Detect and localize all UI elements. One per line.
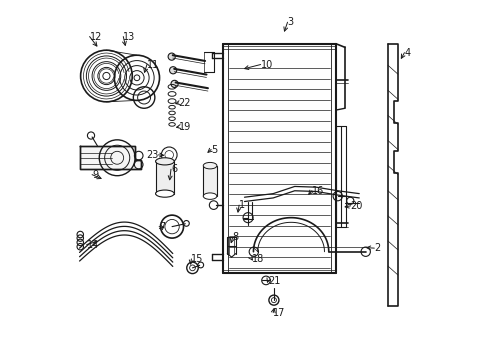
Text: 16: 16 — [311, 186, 324, 196]
Text: 20: 20 — [350, 201, 362, 211]
Ellipse shape — [203, 193, 217, 199]
Text: 5: 5 — [211, 144, 217, 154]
Text: 12: 12 — [89, 32, 102, 41]
Text: 10: 10 — [260, 59, 272, 69]
Text: 6: 6 — [171, 164, 177, 174]
Bar — [155, 161, 174, 194]
Text: 23: 23 — [146, 150, 158, 160]
Text: 22: 22 — [178, 98, 191, 108]
Text: 17: 17 — [273, 308, 285, 318]
Polygon shape — [80, 146, 140, 169]
Circle shape — [168, 53, 175, 60]
Text: 14: 14 — [86, 239, 99, 249]
Text: 15: 15 — [191, 254, 203, 264]
Ellipse shape — [155, 158, 174, 165]
Text: 7: 7 — [159, 222, 165, 231]
Text: 19: 19 — [178, 122, 190, 132]
Text: 1: 1 — [239, 200, 245, 210]
Text: 8: 8 — [232, 232, 238, 242]
Text: 13: 13 — [123, 32, 135, 41]
Text: 4: 4 — [404, 48, 410, 58]
Text: 18: 18 — [251, 254, 264, 264]
Ellipse shape — [155, 190, 174, 197]
Text: 21: 21 — [267, 276, 280, 286]
Ellipse shape — [203, 162, 217, 169]
Text: 11: 11 — [147, 59, 159, 69]
Text: 2: 2 — [373, 243, 380, 253]
Text: 3: 3 — [287, 17, 293, 27]
Text: 9: 9 — [92, 170, 98, 180]
Bar — [203, 166, 217, 196]
Circle shape — [169, 67, 176, 74]
Circle shape — [171, 80, 178, 87]
